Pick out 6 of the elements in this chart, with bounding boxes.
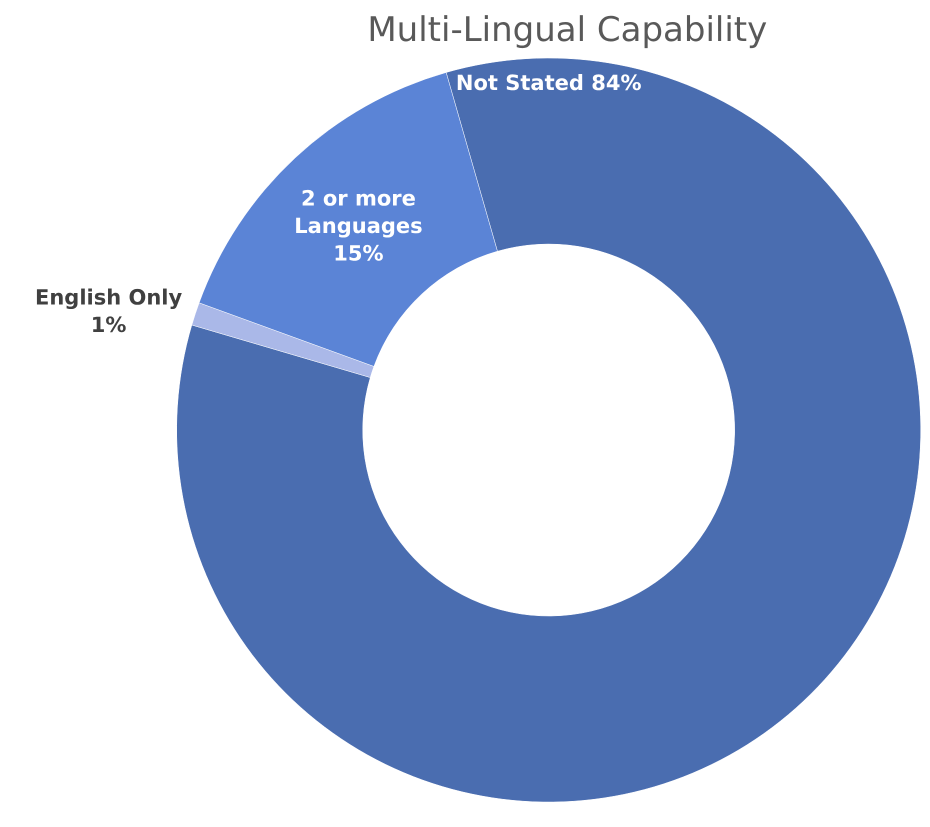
slice-label: Not Stated 84% [456,70,642,95]
data-label: 15% [333,241,384,266]
slice-label: English Only [35,286,182,310]
chart-title: Multi-Lingual Capability [367,10,768,50]
data-label: 1% [90,313,126,337]
slice-label: 2 or more Languages [294,186,423,238]
